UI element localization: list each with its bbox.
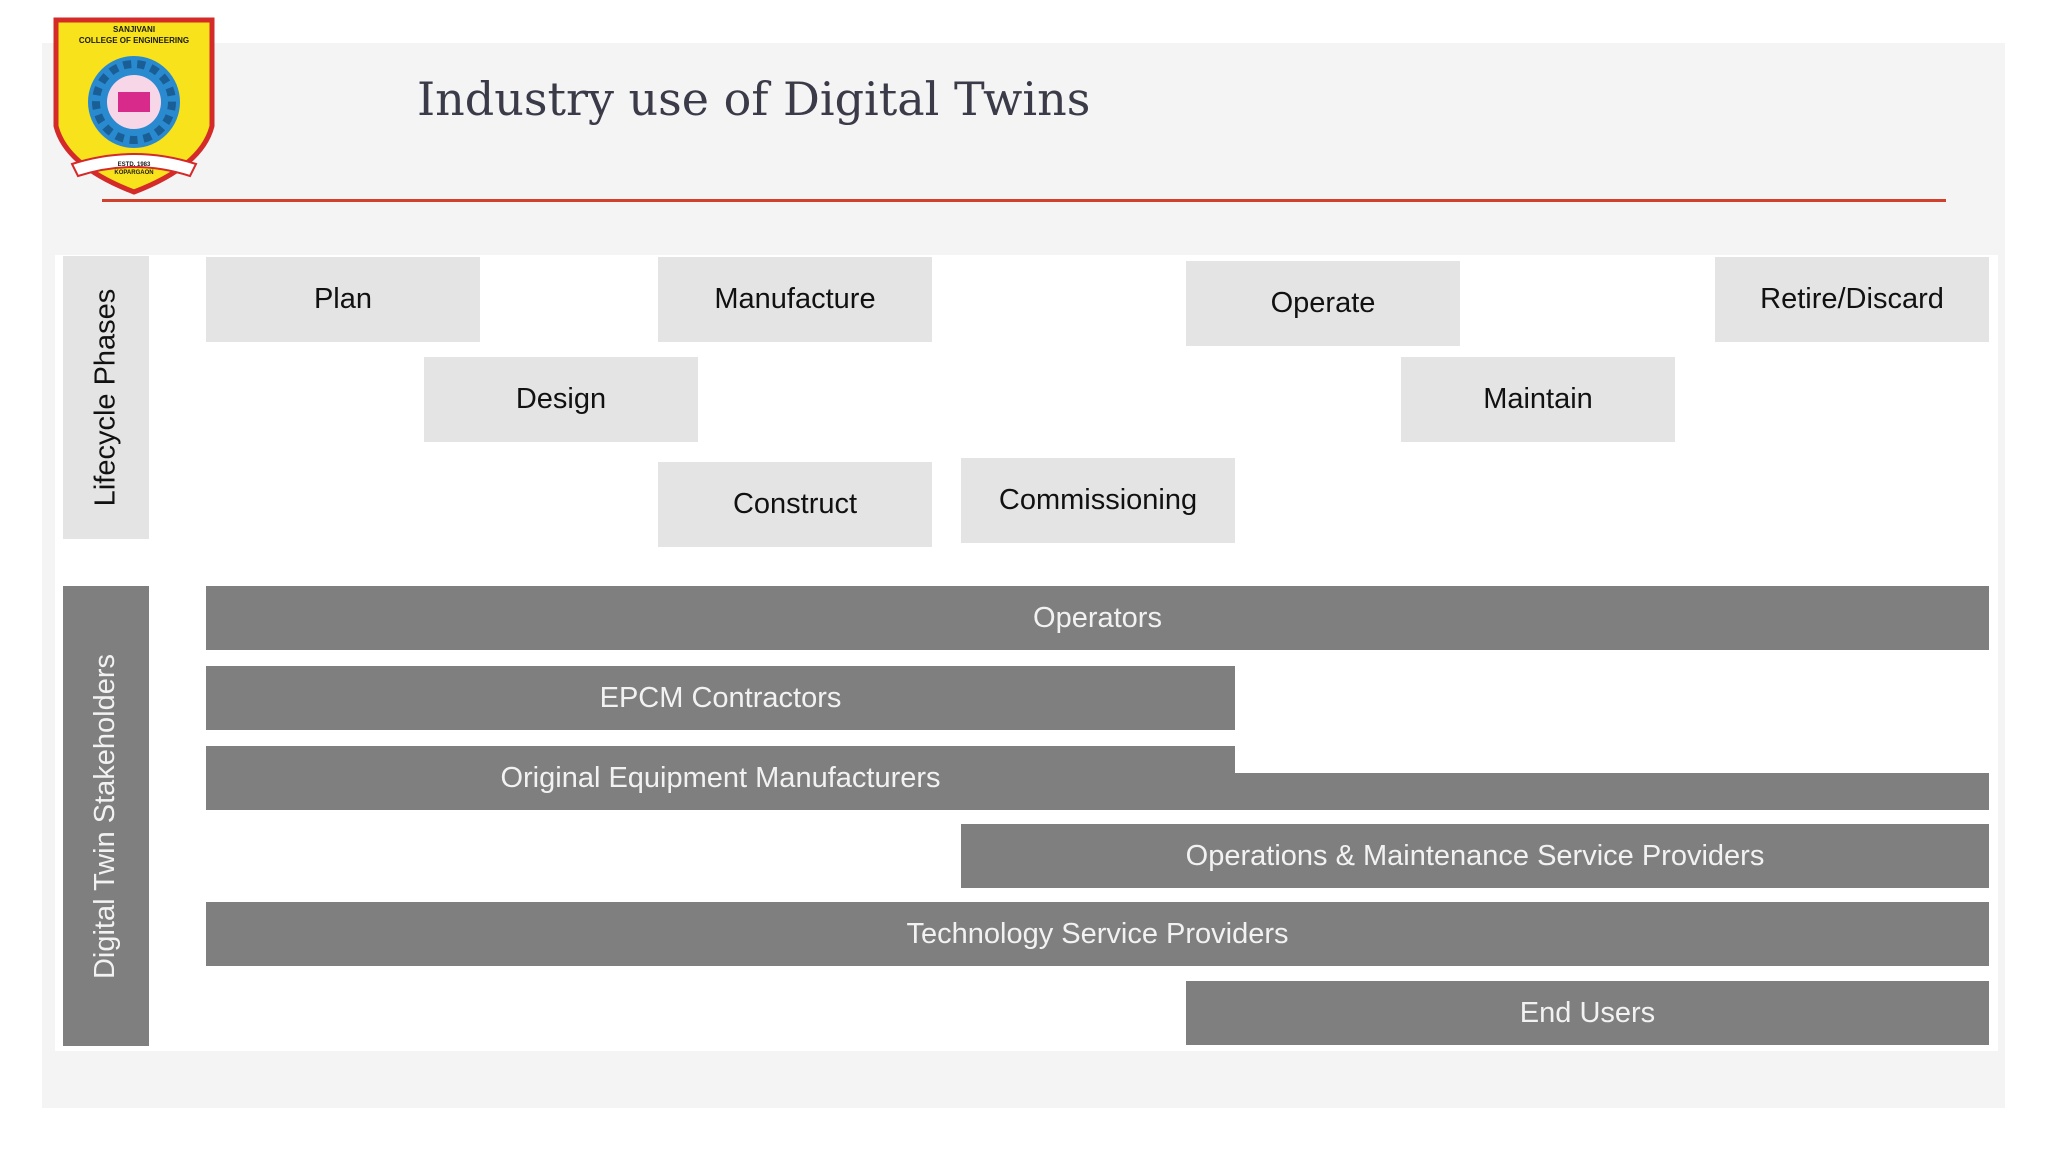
phase-box: Plan [206,257,480,342]
slide-title: Industry use of Digital Twins [417,72,1091,126]
lifecycle-label: Lifecycle Phases [89,288,122,507]
phase-box: Maintain [1401,357,1675,442]
title-rule [102,199,1946,202]
stakeholders-label: Digital Twin Stakeholders [89,653,122,979]
lifecycle-label-box: Lifecycle Phases [63,256,149,539]
phase-box: Design [424,357,698,442]
phase-box: Commissioning [961,458,1235,543]
stakeholder-bar: Operators [206,586,1989,650]
logo-established: ESTD. 1983 [118,162,151,168]
stakeholder-bar: EPCM Contractors [206,666,1235,730]
phase-box: Operate [1186,261,1460,346]
stakeholder-bar-extension [1235,773,1989,810]
stakeholder-bar: End Users [1186,981,1989,1045]
stakeholder-bar: Operations & Maintenance Service Provide… [961,824,1989,888]
stakeholder-bar: Original Equipment Manufacturers [206,746,1235,810]
phase-box: Retire/Discard [1715,257,1989,342]
logo-name: SANJIVANI [113,25,155,34]
logo-place: KOPARGAON [114,170,153,176]
stakeholders-label-box: Digital Twin Stakeholders [63,586,149,1046]
college-logo: SANJIVANI COLLEGE OF ENGINEERING ESTD. 1… [53,17,215,195]
phase-box: Manufacture [658,257,932,342]
stakeholder-bar: Technology Service Providers [206,902,1989,966]
phase-box: Construct [658,462,932,547]
logo-name: COLLEGE OF ENGINEERING [79,36,189,45]
